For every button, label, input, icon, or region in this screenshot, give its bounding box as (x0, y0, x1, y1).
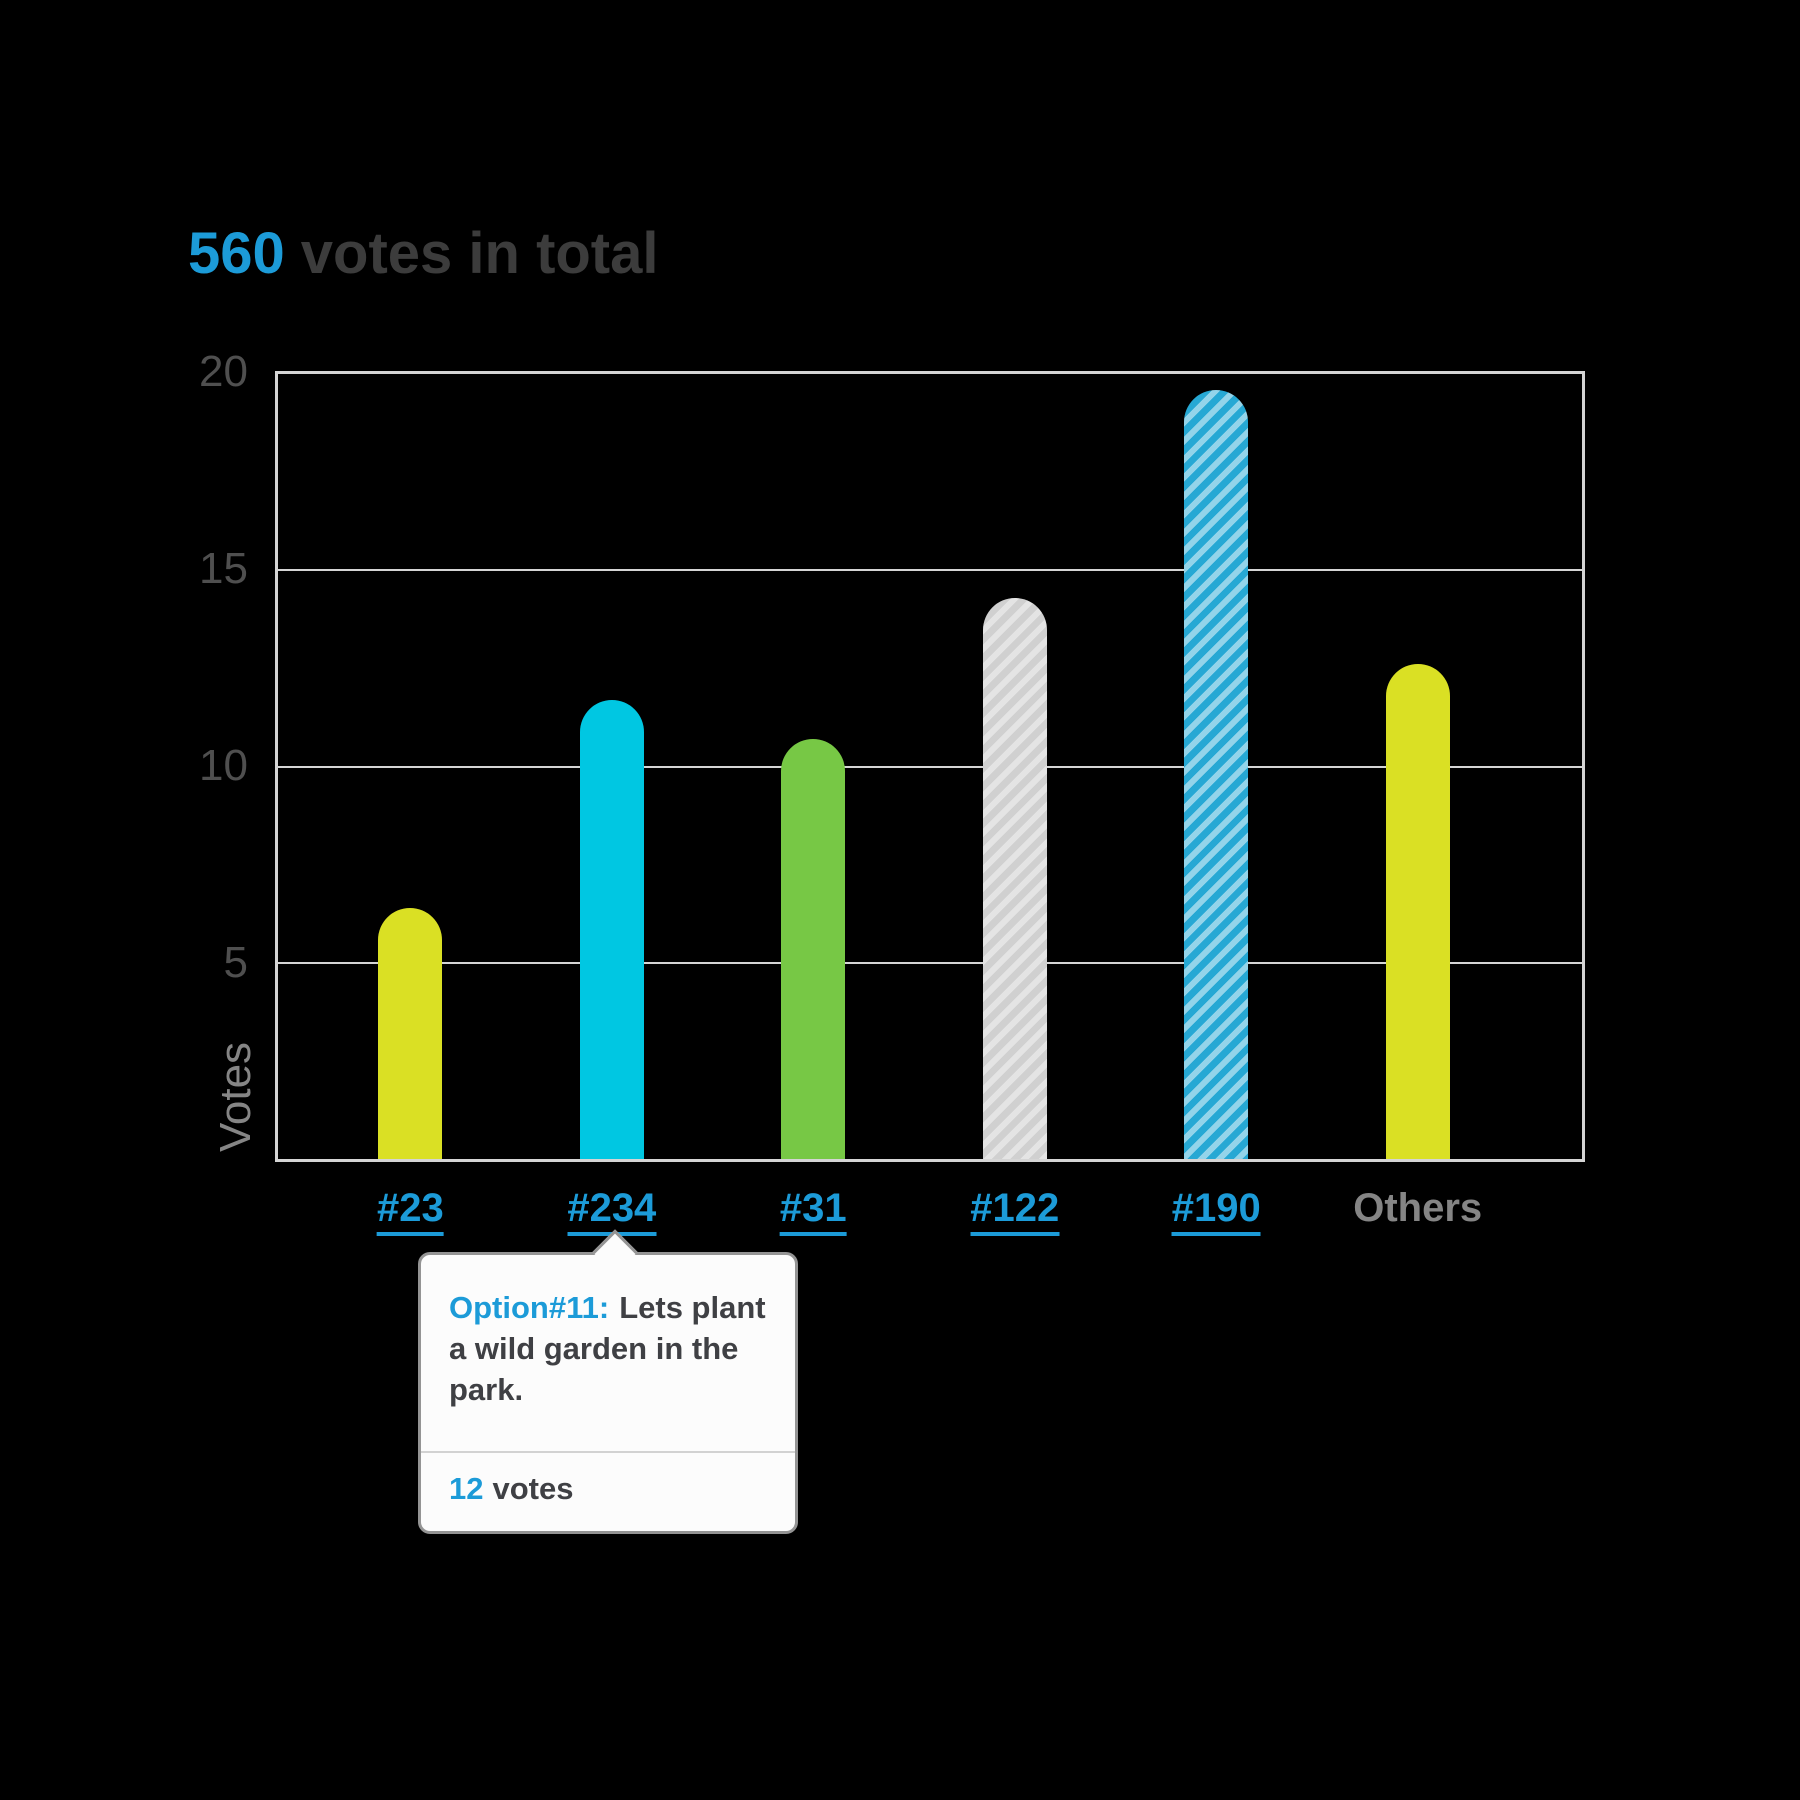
tooltip-votes-count: 12 (449, 1471, 484, 1506)
y-tick-20: 20 (199, 347, 248, 396)
x-label-122[interactable]: #122 (970, 1187, 1060, 1236)
tooltip-votes-word: votes (492, 1471, 574, 1506)
bar-Others[interactable] (1385, 664, 1450, 1159)
x-label-23[interactable]: #23 (376, 1187, 444, 1236)
y-tick-5: 5 (223, 938, 248, 987)
bar-122[interactable] (982, 597, 1047, 1159)
tooltip: Option#11: Lets plant a wild garden in th… (418, 1229, 798, 1534)
x-label-Others: Others (1353, 1186, 1483, 1230)
plot-area (275, 371, 1585, 1162)
y-tick-10: 10 (199, 741, 248, 790)
bar-31[interactable] (781, 739, 846, 1159)
tooltip-votes: 12 votes (421, 1451, 795, 1531)
y-tick-15: 15 (199, 544, 248, 593)
tooltip-body: Option#11: Lets plant a wild garden in th… (421, 1255, 795, 1451)
chart-title: 560 votes in total (188, 224, 659, 284)
tooltip-option-label: Option#11: (449, 1290, 610, 1325)
x-axis-labels: #23 #234 #31 #122 #190 Others (278, 1187, 1582, 1247)
tooltip-option-text: Lets plant a wild garden in the park. (449, 1290, 766, 1407)
x-label-234[interactable]: #234 (567, 1187, 657, 1236)
total-votes-label: votes in total (300, 221, 659, 286)
gridline-10 (278, 765, 1582, 768)
bars-container (278, 374, 1582, 1159)
y-axis-label: Votes (211, 1041, 260, 1153)
gridline-5 (278, 961, 1582, 964)
total-votes-count: 560 (188, 221, 285, 286)
bar-23[interactable] (378, 907, 443, 1159)
bar-190[interactable] (1184, 389, 1249, 1159)
x-label-190[interactable]: #190 (1171, 1187, 1261, 1236)
bar-234[interactable] (579, 699, 644, 1159)
x-label-31[interactable]: #31 (779, 1187, 847, 1236)
gridline-15 (278, 569, 1582, 572)
